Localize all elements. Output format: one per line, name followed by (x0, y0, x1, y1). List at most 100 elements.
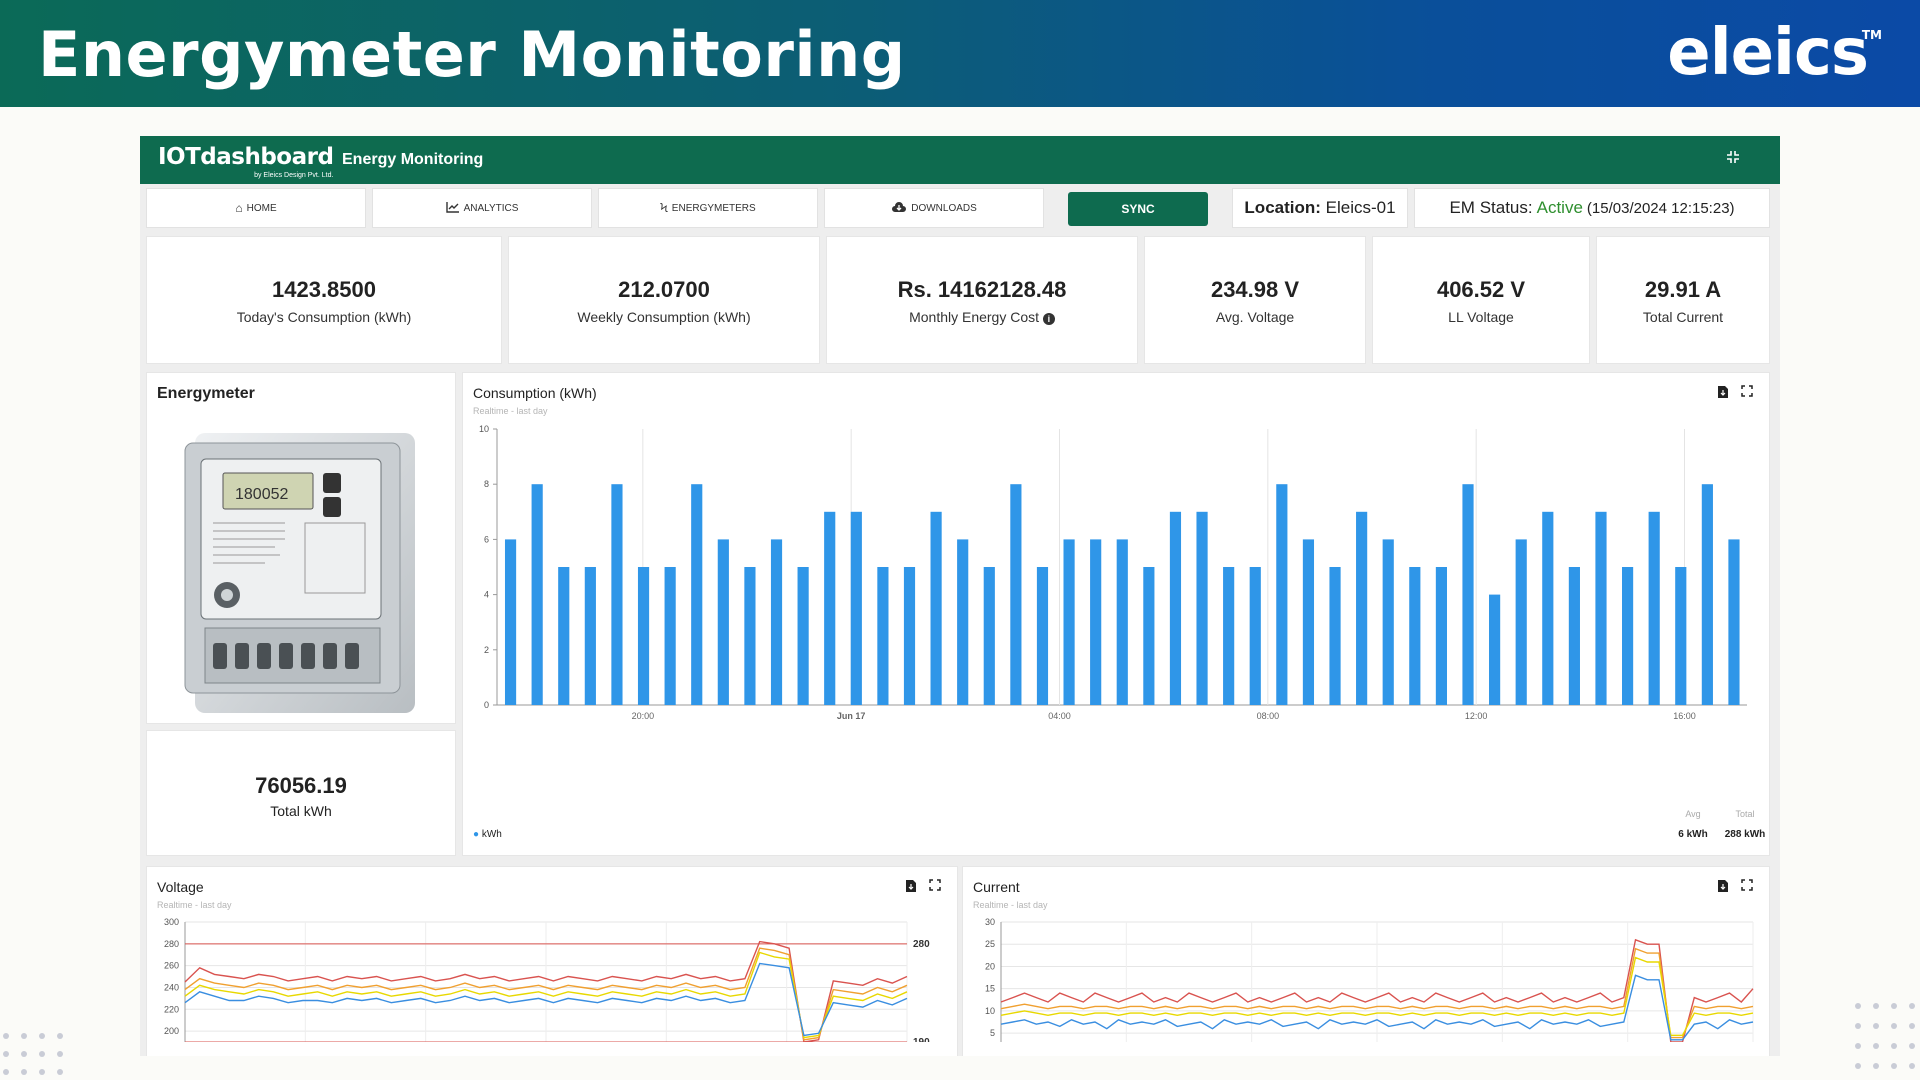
line-chart-icon (445, 201, 460, 216)
y-tick-label: 280 (164, 939, 179, 949)
banner-title: Energymeter Monitoring (38, 18, 906, 91)
bar (1329, 567, 1341, 705)
bar (1409, 567, 1421, 705)
status-badge: Active (1536, 198, 1583, 217)
current-panel: Current Realtime - last day 5 10 15 20 25 30 (962, 866, 1770, 1056)
nav-downloads[interactable]: DOWNLOADS (824, 188, 1044, 228)
home-icon: ⌂ (235, 201, 243, 215)
bar (558, 567, 570, 705)
nav-label: ANALYTICS (463, 202, 519, 214)
y-tick-label: 0 (484, 700, 489, 710)
bar (531, 484, 543, 705)
bar (983, 567, 995, 705)
file-download-icon[interactable] (1717, 385, 1729, 402)
consumption-subtitle: Realtime - last day (473, 406, 548, 416)
y-tick-label: 6 (484, 534, 489, 544)
y-tick-label: 240 (164, 982, 179, 992)
total-value: 288 kWh (1724, 829, 1766, 840)
bar (744, 567, 756, 705)
kpi-value: 234.98 V (1210, 277, 1300, 302)
bar (1249, 567, 1261, 705)
x-tick-label: 04:00 (1048, 711, 1071, 721)
consumption-title: Consumption (kWh) (473, 385, 597, 401)
y-tick-label: 20 (985, 961, 995, 971)
nav-label: ENERGYMETERS (671, 202, 756, 214)
bar (770, 539, 783, 705)
location-value: Eleics-01 (1325, 198, 1396, 217)
bar (1435, 567, 1447, 705)
eleics-logo: eleics TM (1667, 16, 1882, 90)
fullscreen-icon[interactable] (1741, 879, 1753, 896)
info-icon[interactable]: i (1042, 313, 1055, 325)
bar (1568, 567, 1580, 705)
bar (1382, 539, 1394, 705)
y-tick-label: 10 (985, 1006, 995, 1016)
bar (877, 567, 889, 705)
kpi-today: 1423.8500 Today's Consumption (kWh) (146, 236, 502, 364)
avg-label: Avg (1685, 809, 1701, 819)
kpi-weekly: 212.0700 Weekly Consumption (kWh) (508, 236, 820, 364)
trademark: TM (1861, 28, 1882, 42)
voltage-subtitle: Realtime - last day (157, 900, 232, 910)
series-line (184, 962, 908, 1037)
fullscreen-icon[interactable] (1741, 385, 1753, 402)
y-tick-label: 10 (479, 424, 489, 434)
kpi-label: LL Voltage (1448, 309, 1514, 325)
bar (691, 484, 703, 705)
location-label: Location: (1244, 198, 1321, 217)
current-subtitle: Realtime - last day (973, 900, 1048, 910)
kpi-label: Avg. Voltage (1215, 309, 1295, 325)
bar (1010, 484, 1022, 705)
consumption-chart: 0 2 4 6 8 10 20:00 Jun 17 04:00 08:00 12:00 16:00 (479, 424, 1747, 721)
y-tick-label: 15 (985, 984, 995, 994)
nav-home[interactable]: ⌂ HOME (146, 188, 366, 228)
nav-analytics[interactable]: ANALYTICS (372, 188, 592, 228)
bar (717, 539, 729, 705)
kpi-total-current: 29.91 A Total Current (1596, 236, 1770, 364)
x-tick-label: 20:00 (632, 711, 655, 721)
iotdashboard-logo[interactable]: IOTdashboard by Eleics Design Pvt. Ltd. (158, 144, 334, 179)
brand-sub: by Eleics Design Pvt. Ltd. (254, 172, 334, 179)
y-tick-label: 8 (484, 479, 489, 489)
file-download-icon[interactable] (905, 879, 917, 896)
decor-dots-right (1855, 1003, 1915, 1069)
compress-icon[interactable] (1726, 150, 1744, 168)
bar (1701, 484, 1713, 705)
bar (1090, 539, 1102, 705)
kpi-value: Rs. 14162128.48 (897, 277, 1067, 302)
bar (1302, 539, 1315, 705)
bar (930, 511, 942, 705)
consumption-actions (1717, 385, 1753, 402)
bar (1196, 511, 1208, 705)
bar (1063, 539, 1075, 705)
kpi-label: Total Current (1642, 309, 1724, 325)
nav-energymeters[interactable]: ϟ ENERGYMETERS (598, 188, 818, 228)
meter-display-reading: 180052 (235, 486, 288, 503)
bar (1648, 511, 1660, 705)
top-bar: IOTdashboard by Eleics Design Pvt. Ltd. … (140, 136, 1780, 184)
current-chart: 5 10 15 20 25 30 (985, 917, 1754, 1042)
bolt-icon: ϟ (660, 201, 668, 215)
consumption-legend[interactable]: ● kWh (473, 829, 502, 840)
y-tick-label: 25 (985, 939, 995, 949)
bar (1223, 567, 1235, 705)
kpi-label: Weekly Consumption (kWh) (577, 309, 751, 325)
bar (1728, 539, 1740, 705)
y-tick-label: 5 (990, 1028, 995, 1038)
kpi-value: 212.0700 (618, 277, 710, 302)
bar (1169, 511, 1182, 705)
avg-value: 6 kWh (1678, 829, 1708, 840)
y-tick-label: 2 (484, 645, 489, 655)
x-tick-label: 16:00 (1673, 711, 1696, 721)
kpi-label: Monthly Energy Cost (909, 309, 1040, 325)
energymeter-title: Energymeter (157, 385, 255, 402)
y-tick-label: 220 (164, 1004, 179, 1014)
fullscreen-icon[interactable] (929, 879, 941, 896)
bar (1595, 511, 1607, 705)
bar (1116, 539, 1128, 705)
kpi-label-wrap: Monthly Energy Cost i (827, 309, 1137, 325)
sync-button[interactable]: SYNC (1068, 192, 1208, 226)
decor-dots-left (3, 1033, 63, 1075)
min-threshold-label: 190 (913, 1037, 930, 1042)
file-download-icon[interactable] (1717, 879, 1729, 896)
